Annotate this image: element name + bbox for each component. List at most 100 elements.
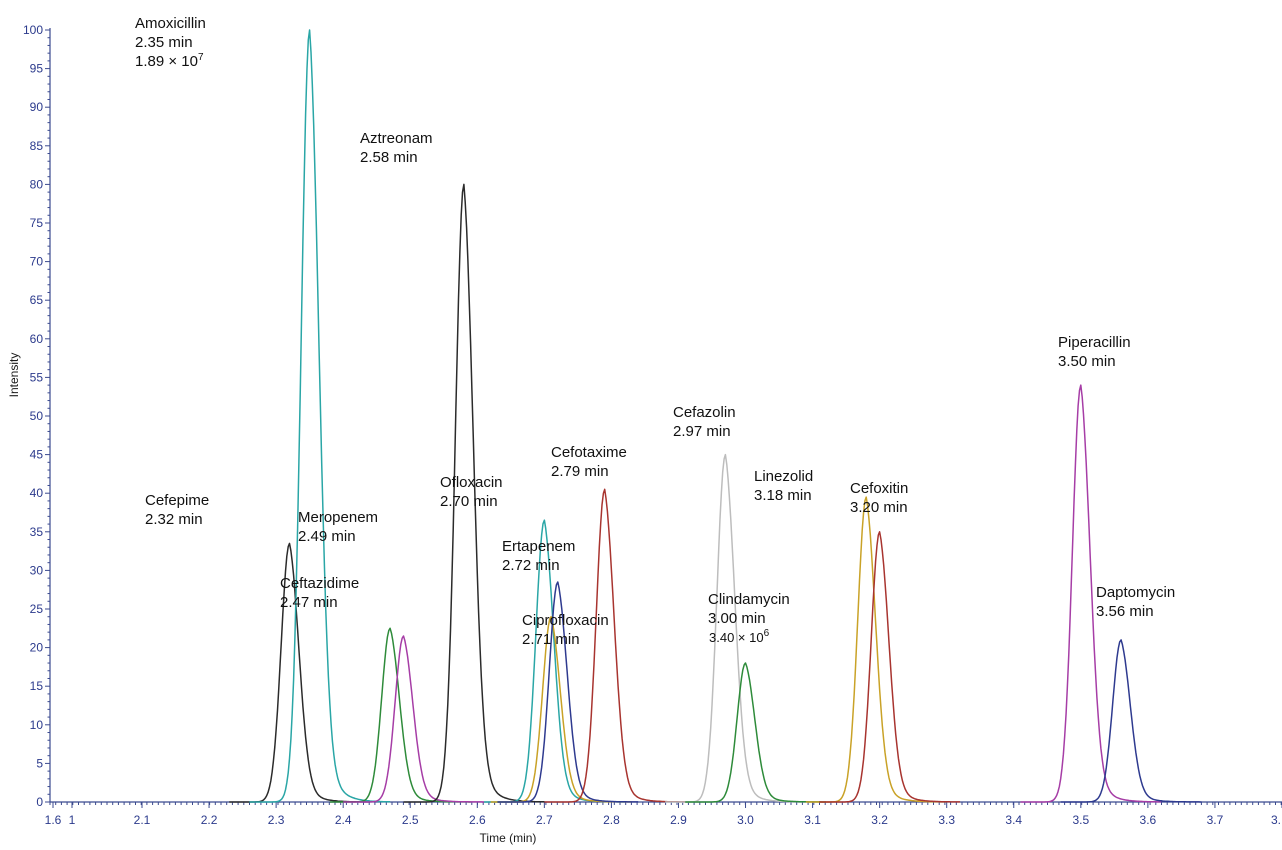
retention-time: 3.18 min <box>754 487 812 504</box>
peak-cefotaxime <box>544 488 686 803</box>
y-tick-label: 60 <box>30 332 44 346</box>
peak-label-cefoxitin: Cefoxitin 3.20 min <box>850 480 908 516</box>
y-tick-label: 75 <box>30 216 44 230</box>
compound-name: Piperacillin <box>1058 334 1131 351</box>
retention-time: 3.50 min <box>1058 353 1116 370</box>
x-tick-label: 1 <box>69 813 76 827</box>
compound-name: Daptomycin <box>1096 584 1175 601</box>
y-axis-title: Intensity <box>7 353 21 398</box>
x-tick-label: 2.7 <box>536 813 553 827</box>
compound-name: Meropenem <box>298 509 378 526</box>
peak-linezolid <box>805 496 947 803</box>
peak-label-ceftazidime: Ceftazidime 2.47 min <box>280 575 359 611</box>
x-tick-label: 3.4 <box>1005 813 1022 827</box>
peak-label-aztreonam: Aztreonam 2.58 min <box>360 130 433 166</box>
x-tick-label: 2.1 <box>134 813 151 827</box>
peak-label-piperacillin: Piperacillin 3.50 min <box>1058 334 1131 370</box>
x-tick-label: 2.4 <box>335 813 352 827</box>
y-tick-label: 70 <box>30 255 44 269</box>
peak-amoxicillin <box>249 29 391 803</box>
y-tick-label: 50 <box>30 409 44 423</box>
y-tick-label: 40 <box>30 486 44 500</box>
peak-cefoxitin <box>819 531 961 803</box>
x-tick-label: 3.6 <box>1140 813 1157 827</box>
peak-label-ofloxacin: Ofloxacin 2.70 min <box>440 474 503 510</box>
y-tick-label: 100 <box>23 23 43 37</box>
y-tick-label: 35 <box>30 525 44 539</box>
y-tick-label: 80 <box>30 177 44 191</box>
x-tick-label: 2.5 <box>402 813 419 827</box>
retention-time: 2.71 min <box>522 631 580 648</box>
axes: 0 5 10 15 20 25 30 35 40 45 50 55 60 65 70 75 80 85 90 95 10… <box>23 23 1282 827</box>
compound-name: Cefoxitin <box>850 480 908 497</box>
peak-intensity: 1.89 × 107 <box>135 52 204 70</box>
y-tick-label: 5 <box>36 756 43 770</box>
compound-name: Ciprofloxacin <box>522 612 609 629</box>
compound-name: Cefazolin <box>673 404 736 421</box>
retention-time: 2.72 min <box>502 557 560 574</box>
compound-name: Linezolid <box>754 468 813 485</box>
retention-time: 3.00 min <box>708 610 766 627</box>
compound-name: Cefepime <box>145 492 209 509</box>
x-tick-label: 2.8 <box>603 813 620 827</box>
retention-time: 2.32 min <box>145 511 203 528</box>
peak-cefazolin <box>665 453 806 803</box>
retention-time: 3.56 min <box>1096 603 1154 620</box>
y-tick-label: 55 <box>30 370 44 384</box>
x-axis-title: Time (min) <box>480 831 537 845</box>
compound-name: Ofloxacin <box>440 474 503 491</box>
x-tick-label: 3. <box>1271 813 1281 827</box>
y-tick-label: 20 <box>30 641 44 655</box>
peak-label-meropenem: Meropenem 2.49 min <box>298 509 378 545</box>
retention-time: 2.49 min <box>298 528 356 545</box>
x-tick-label: 3.3 <box>938 813 955 827</box>
y-tick-label: 25 <box>30 602 44 616</box>
x-tick-label: 1.6 <box>45 813 62 827</box>
y-tick-label: 65 <box>30 293 44 307</box>
retention-time: 2.47 min <box>280 594 338 611</box>
peak-label-daptomycin: Daptomycin 3.56 min <box>1096 584 1175 620</box>
compound-name: Clindamycin <box>708 591 790 608</box>
peak-label-ciprofloxacin: Ciprofloxacin 2.71 min <box>522 612 609 648</box>
retention-time: 2.70 min <box>440 493 498 510</box>
x-tick-label: 2.9 <box>670 813 687 827</box>
compound-name: Aztreonam <box>360 130 433 147</box>
compound-name: Cefotaxime <box>551 444 627 461</box>
peak-label-cefazolin: Cefazolin 2.97 min <box>673 404 736 440</box>
x-tick-label: 2.2 <box>201 813 218 827</box>
x-tick-label: 3.0 <box>737 813 754 827</box>
peak-label-cefotaxime: Cefotaxime 2.79 min <box>551 444 627 480</box>
y-tick-label: 30 <box>30 563 44 577</box>
retention-time: 2.79 min <box>551 463 609 480</box>
y-tick-label: 95 <box>30 62 44 76</box>
x-tick-label: 2.6 <box>469 813 486 827</box>
series-group <box>229 29 1202 803</box>
x-tick-label: 3.2 <box>871 813 888 827</box>
peak-clindamycin <box>685 662 826 803</box>
peak-piperacillin <box>1020 384 1162 803</box>
x-tick-label: 2.3 <box>268 813 285 827</box>
retention-time: 3.20 min <box>850 499 908 516</box>
retention-time: 2.97 min <box>673 423 731 440</box>
y-tick-label: 15 <box>30 679 44 693</box>
compound-name: Amoxicillin <box>135 15 206 32</box>
compound-name: Ertapenem <box>502 538 575 555</box>
y-tick-label: 10 <box>30 718 44 732</box>
peak-label-cefepime: Cefepime 2.32 min <box>145 492 209 528</box>
retention-time: 2.35 min <box>135 34 193 51</box>
peak-meropenem <box>343 635 484 803</box>
peak-daptomycin <box>1060 639 1202 803</box>
y-tick-label: 45 <box>30 448 44 462</box>
x-tick-label: 3.7 <box>1207 813 1224 827</box>
peak-label-linezolid: Linezolid 3.18 min <box>754 468 813 504</box>
y-tick-label: 85 <box>30 139 44 153</box>
peak-label-ertapenem: Ertapenem 2.72 min <box>502 538 575 574</box>
compound-name: Ceftazidime <box>280 575 359 592</box>
peak-ertapenem <box>497 581 639 803</box>
peak-intensity: 3.40 × 106 <box>709 628 770 645</box>
x-tick-label: 3.5 <box>1072 813 1089 827</box>
retention-time: 2.58 min <box>360 149 418 166</box>
